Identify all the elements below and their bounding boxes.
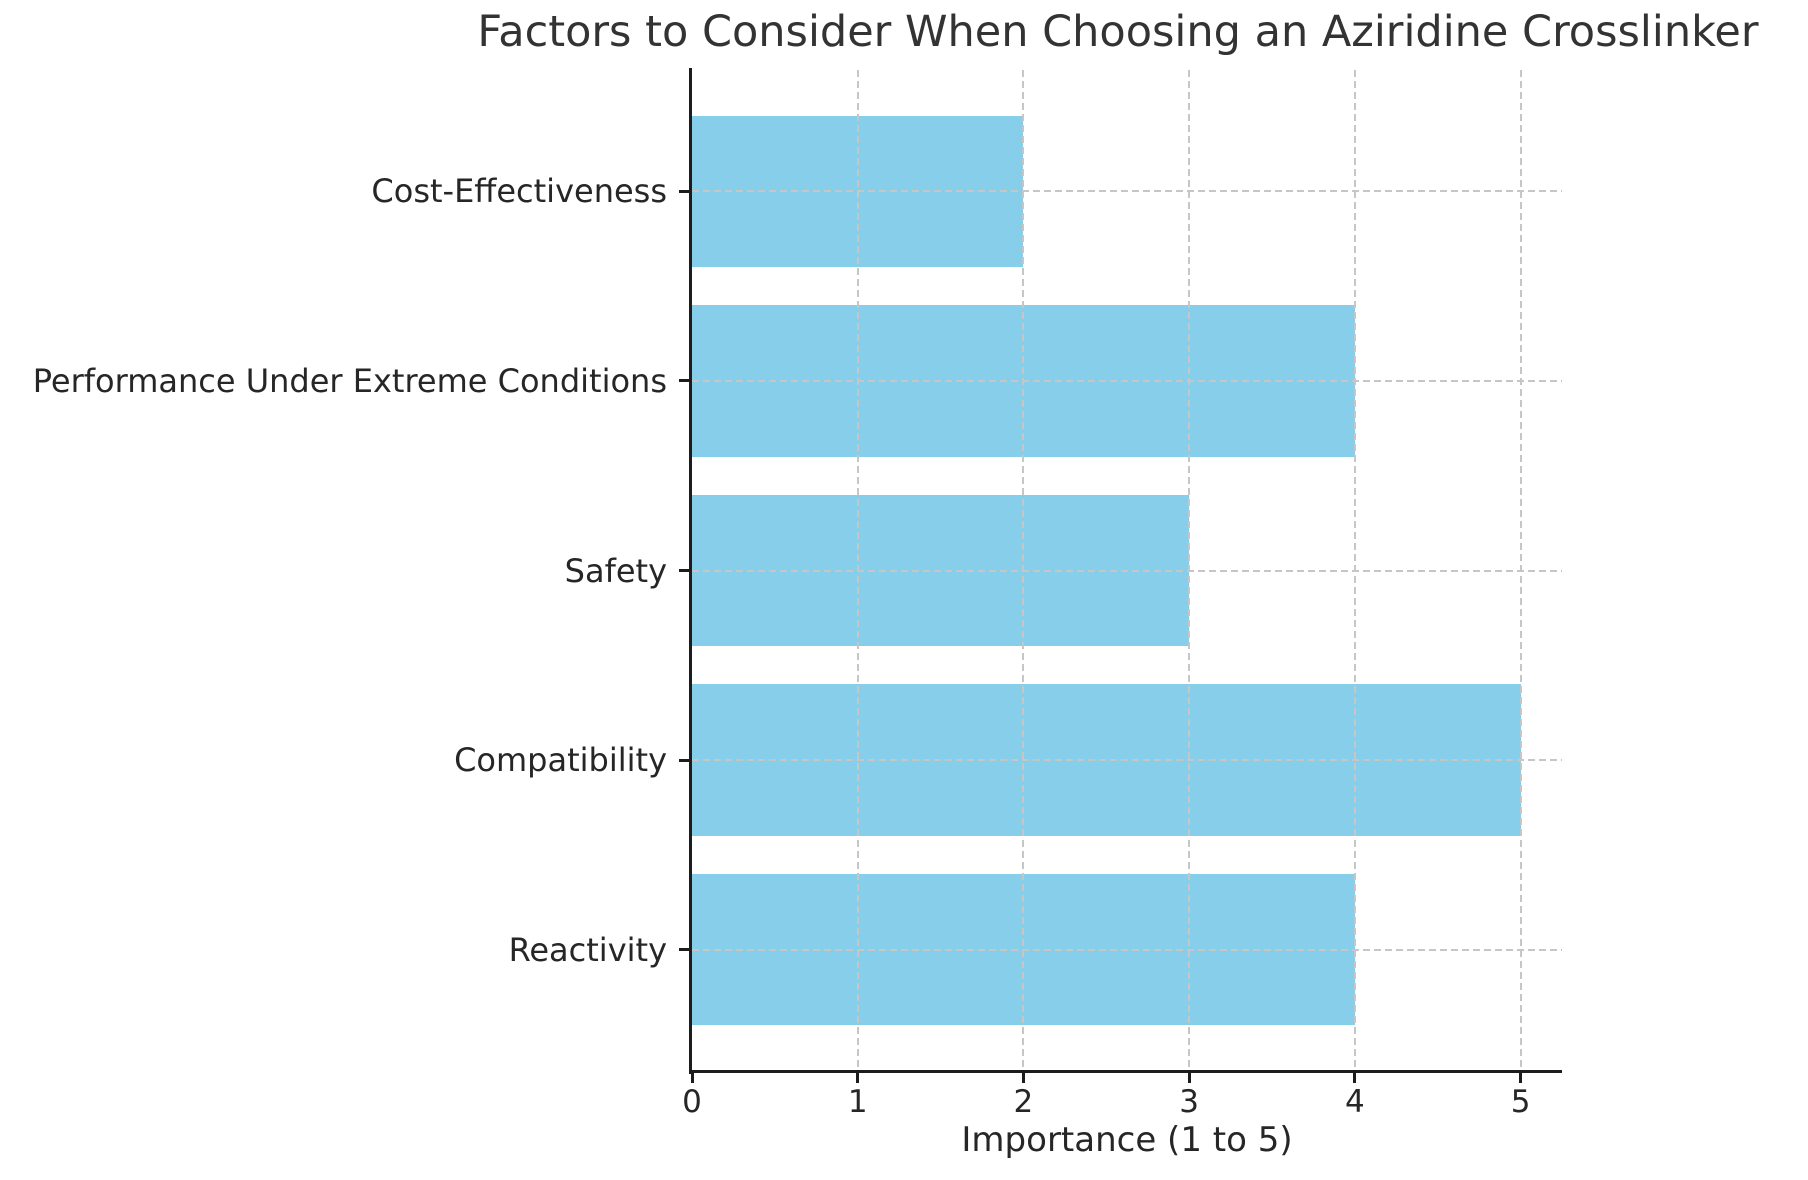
category-label: Performance Under Extreme Conditions: [32, 361, 667, 400]
x-tick-mark: [1519, 1073, 1523, 1083]
x-tick-mark: [856, 1073, 860, 1083]
gridline-horizontal: [692, 569, 1562, 572]
gridline-vertical: [1353, 70, 1356, 1071]
y-tick-mark: [679, 189, 689, 193]
y-tick-mark: [679, 948, 689, 952]
x-tick-mark: [690, 1073, 694, 1083]
x-tick-label: 3: [1179, 1084, 1199, 1120]
gridline-horizontal: [692, 759, 1562, 762]
category-label: Reactivity: [508, 930, 667, 969]
x-tick-label: 4: [1344, 1084, 1365, 1120]
x-axis-spine: [689, 1070, 1562, 1073]
x-tick-label: 1: [847, 1084, 868, 1120]
y-tick-mark: [679, 758, 689, 762]
y-tick-mark: [679, 379, 689, 383]
x-tick-mark: [1353, 1073, 1357, 1083]
x-tick-label: 5: [1510, 1084, 1531, 1120]
gridline-horizontal: [692, 190, 1562, 193]
y-tick-mark: [679, 569, 689, 572]
gridline-horizontal: [692, 379, 1562, 382]
plot-area: [692, 70, 1562, 1071]
x-tick-mark: [1187, 1073, 1191, 1083]
gridline-vertical: [1022, 70, 1025, 1071]
x-tick-label: 0: [682, 1084, 702, 1120]
category-label: Cost-Effectiveness: [371, 172, 667, 211]
gridline-vertical: [1188, 70, 1191, 1071]
category-label: Compatibility: [454, 741, 667, 780]
x-tick-mark: [1021, 1073, 1025, 1083]
x-axis-label: Importance (1 to 5): [961, 1120, 1293, 1160]
gridline-horizontal: [692, 948, 1562, 951]
y-axis-spine: [689, 68, 692, 1074]
gridline-vertical: [1519, 70, 1522, 1071]
category-label: Safety: [564, 551, 667, 590]
chart-title: Factors to Consider When Choosing an Azi…: [477, 7, 1759, 57]
gridline-vertical: [856, 70, 859, 1071]
x-tick-label: 2: [1013, 1084, 1034, 1120]
